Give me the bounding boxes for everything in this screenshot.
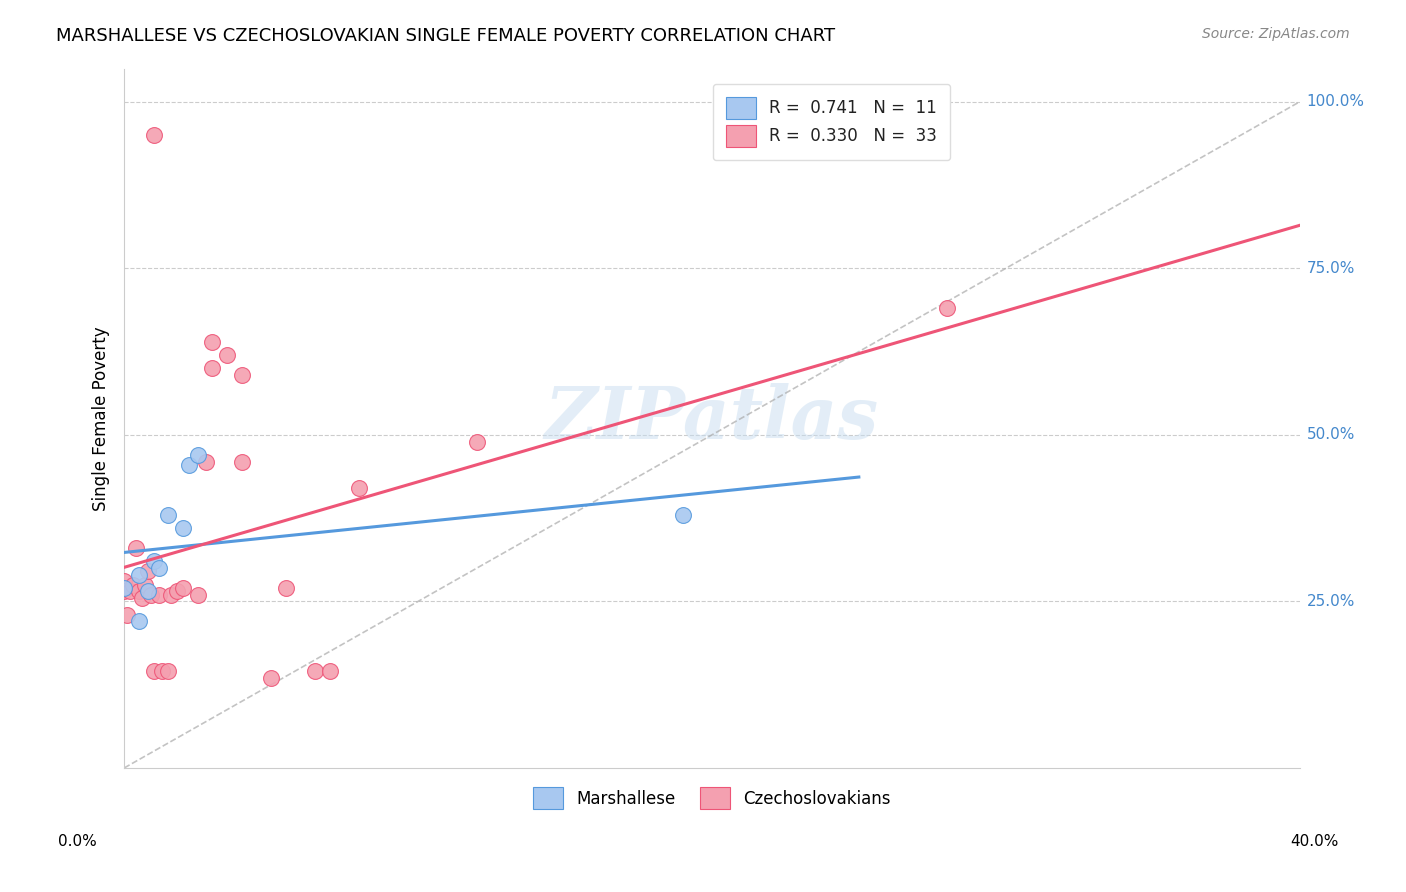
Point xyxy=(142,665,165,679)
Point xyxy=(671,508,693,522)
Point xyxy=(131,591,153,605)
Point xyxy=(274,581,297,595)
Point xyxy=(201,334,224,349)
Point xyxy=(128,584,150,599)
Point xyxy=(231,454,253,468)
Point xyxy=(157,665,180,679)
Point xyxy=(187,448,209,462)
Point xyxy=(142,554,165,568)
Text: ZIPatlas: ZIPatlas xyxy=(546,383,879,454)
Point xyxy=(152,665,174,679)
Point xyxy=(142,128,165,142)
Point xyxy=(115,607,138,622)
Text: 0.0%: 0.0% xyxy=(58,834,97,848)
Point xyxy=(148,588,170,602)
Point xyxy=(112,584,135,599)
Point xyxy=(465,434,488,449)
Point xyxy=(112,574,135,589)
Point xyxy=(139,588,162,602)
Point xyxy=(120,584,142,599)
Text: 40.0%: 40.0% xyxy=(1291,834,1339,848)
Point xyxy=(215,348,238,362)
Point xyxy=(172,521,194,535)
Point xyxy=(304,665,326,679)
Point xyxy=(157,508,180,522)
Point xyxy=(195,454,218,468)
Point xyxy=(177,458,200,472)
Point xyxy=(136,584,159,599)
Point xyxy=(201,361,224,376)
Point xyxy=(231,368,253,382)
Text: Source: ZipAtlas.com: Source: ZipAtlas.com xyxy=(1202,27,1350,41)
Point xyxy=(936,301,959,316)
Point xyxy=(160,588,183,602)
Point xyxy=(148,561,170,575)
Point xyxy=(136,565,159,579)
Point xyxy=(122,578,145,592)
Point xyxy=(319,665,342,679)
Text: 75.0%: 75.0% xyxy=(1306,260,1355,276)
Point xyxy=(166,584,188,599)
Legend: Marshallese, Czechoslovakians: Marshallese, Czechoslovakians xyxy=(526,780,898,815)
Text: 50.0%: 50.0% xyxy=(1306,427,1355,442)
Text: 25.0%: 25.0% xyxy=(1306,594,1355,609)
Text: MARSHALLESE VS CZECHOSLOVAKIAN SINGLE FEMALE POVERTY CORRELATION CHART: MARSHALLESE VS CZECHOSLOVAKIAN SINGLE FE… xyxy=(56,27,835,45)
Point xyxy=(187,588,209,602)
Point xyxy=(349,481,371,495)
Point xyxy=(125,541,148,555)
Point xyxy=(260,671,283,685)
Text: 100.0%: 100.0% xyxy=(1306,95,1365,110)
Point xyxy=(128,615,150,629)
Point xyxy=(172,581,194,595)
Point xyxy=(112,581,135,595)
Point xyxy=(134,578,156,592)
Y-axis label: Single Female Poverty: Single Female Poverty xyxy=(93,326,110,510)
Point xyxy=(128,567,150,582)
